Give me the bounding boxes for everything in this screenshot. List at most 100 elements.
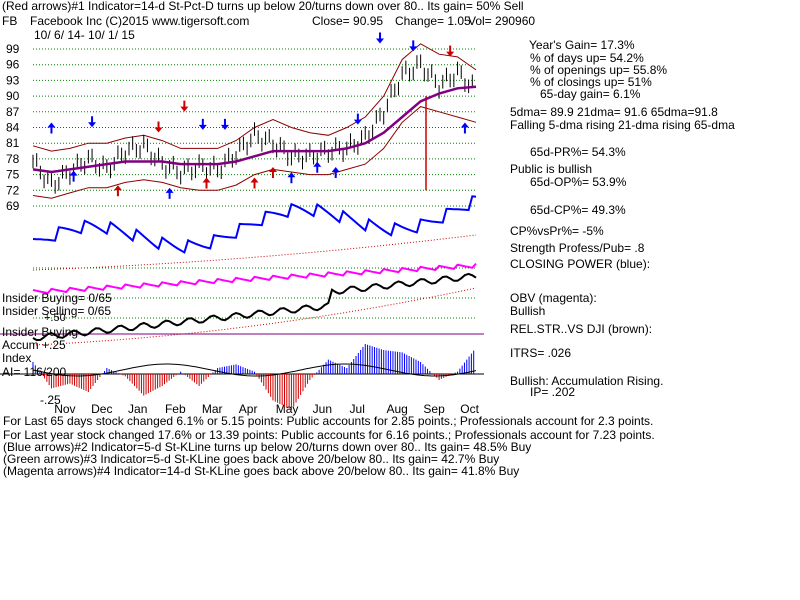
- ai-value: AI= 116/200: [2, 365, 67, 379]
- index-label: Index: [2, 351, 32, 365]
- y-tick-label: 78: [6, 152, 20, 166]
- signal-arrow: [331, 166, 340, 178]
- indicator-magenta-arrows: (Magenta arrows)#4 Indicator=14-d St-KLi…: [3, 464, 520, 478]
- signal-arrows: [47, 32, 469, 199]
- signal-arrow: [88, 116, 97, 128]
- dma-values: 5dma= 89.9 21dma= 91.6 65dma=91.8: [510, 105, 718, 119]
- y-tick-label: 69: [6, 199, 20, 213]
- company-name: Facebook Inc (C)2015 www.tigersoft.com: [30, 14, 250, 28]
- plus-50-label: +.50: [44, 312, 66, 324]
- closing-power-label: CLOSING POWER (blue):: [510, 257, 651, 271]
- volume: Vol= 290960: [468, 14, 536, 28]
- x-tick-label: Nov: [54, 402, 75, 416]
- y-tick-label: 90: [6, 89, 20, 103]
- closing-power-line: [32, 195, 477, 271]
- ticker-symbol: FB: [2, 14, 18, 28]
- signal-arrow: [165, 187, 174, 199]
- signal-arrow: [376, 32, 385, 44]
- x-tick-label: Jun: [313, 402, 332, 416]
- signal-arrow: [287, 172, 296, 184]
- itrs-value: ITRS= .026: [510, 346, 572, 360]
- obv-status: Bullish: [510, 304, 546, 318]
- signal-arrow: [460, 122, 469, 134]
- y-tick-label: 87: [6, 105, 20, 119]
- close-price: Close= 90.95: [312, 14, 384, 28]
- insider-buying-count: Insider Buying= 0/65: [2, 291, 112, 305]
- accum-scale-label: Accum +.25: [2, 338, 66, 352]
- cp-vs-pr: CP%vsPr%= -5%: [510, 224, 604, 238]
- y-tick-label: 84: [6, 121, 20, 135]
- pct-openings-up: % of openings up= 55.8%: [530, 63, 668, 77]
- x-tick-label: Jan: [128, 402, 147, 416]
- public-bullish: Public is bullish: [510, 162, 593, 176]
- obv-line: [32, 262, 477, 295]
- accumulation-status: Bullish: Accumulation Rising.: [510, 374, 664, 388]
- signal-arrow: [409, 40, 418, 52]
- x-tick-label: Aug: [386, 402, 407, 416]
- signal-arrow: [268, 166, 277, 178]
- y-tick-label: 93: [6, 73, 20, 87]
- x-tick-label: Feb: [165, 402, 186, 416]
- signal-arrow: [446, 45, 455, 57]
- accum-minus-label: -.25: [40, 393, 61, 407]
- signal-arrow: [313, 161, 322, 173]
- x-tick-label: May: [276, 402, 299, 416]
- indicator-green-arrows: (Green arrows)#3 Indicator=5-d St-KLine …: [3, 452, 500, 466]
- x-tick-label: Dec: [91, 402, 112, 416]
- dma-status: Falling 5-dma rising 21-dma rising 65-dm…: [510, 118, 735, 132]
- signal-arrow: [180, 100, 189, 112]
- x-tick-label: Apr: [239, 402, 258, 416]
- signal-arrow: [353, 113, 362, 125]
- x-tick-label: Jul: [350, 402, 365, 416]
- x-tick-label: Oct: [460, 402, 479, 416]
- x-tick-label: Sep: [423, 402, 445, 416]
- rs-trend: [32, 287, 477, 346]
- lower-band: [32, 106, 477, 199]
- op65: 65d-OP%= 53.9%: [530, 175, 627, 189]
- cp-trend: [32, 234, 477, 271]
- signal-arrow: [69, 170, 78, 182]
- obv-line: [32, 262, 477, 295]
- obv-label: OBV (magenta):: [510, 291, 597, 305]
- relative-strength-line: [32, 272, 477, 346]
- date-range: 10/ 6/ 14- 10/ 1/ 15: [34, 28, 135, 42]
- y-tick-label: 96: [6, 58, 20, 72]
- x-tick-labels: Nov Dec Jan Feb Mar Apr May Jun Jul Aug Sep Oct: [54, 402, 479, 416]
- relstr-label: REL.STR..VS DJI (brown):: [510, 322, 653, 336]
- signal-arrow: [154, 121, 163, 133]
- insider-buying-label: Insider Buying: [2, 325, 79, 339]
- footer-65day: For Last 65 days stock changed 6.1% or 5…: [3, 414, 654, 428]
- y-tick-label: 99: [6, 42, 20, 56]
- signal-arrow: [198, 118, 207, 130]
- pct-closings-up: % of closings up= 51%: [530, 75, 652, 89]
- relative-strength: [32, 272, 477, 342]
- signal-arrow: [202, 177, 211, 189]
- pr65: 65d-PR%= 54.3%: [530, 145, 626, 159]
- years-gain: Year's Gain= 17.3%: [529, 38, 635, 52]
- price-bars: [32, 54, 473, 194]
- cp65: 65d-CP%= 49.3%: [530, 203, 626, 217]
- price-change: Change= 1.05: [395, 14, 471, 28]
- ma-65: [32, 85, 477, 174]
- signal-arrow: [220, 118, 229, 130]
- signal-arrow: [113, 185, 122, 197]
- indicator-red-arrows: (Red arrows)#1 Indicator=14-d St-Pct-D t…: [2, 0, 524, 13]
- signal-arrow: [47, 122, 56, 134]
- pct-days-up: % of days up= 54.2%: [530, 51, 644, 65]
- moving-average: [32, 85, 477, 174]
- insider-selling-count: Insider Selling= 0/65: [2, 304, 112, 318]
- ip-value: IP= .202: [530, 385, 576, 399]
- y-tick-label: 81: [6, 136, 20, 150]
- footer-year: For Last year stock changed 17.6% or 13.…: [3, 428, 655, 442]
- x-tick-label: Mar: [202, 402, 223, 416]
- indicator-blue-arrows: (Blue arrows)#2 Indicator=5-d St-KLine t…: [3, 440, 532, 454]
- signal-arrow: [250, 177, 259, 189]
- accum-ma: [32, 363, 477, 377]
- y-tick-label: 72: [6, 183, 20, 197]
- gain-65day: 65-day gain= 6.1%: [540, 87, 641, 101]
- strength-profess-pub: Strength Profess/Pub= .8: [510, 241, 645, 255]
- y-tick-label: 75: [6, 168, 20, 182]
- closing-power: [32, 195, 477, 254]
